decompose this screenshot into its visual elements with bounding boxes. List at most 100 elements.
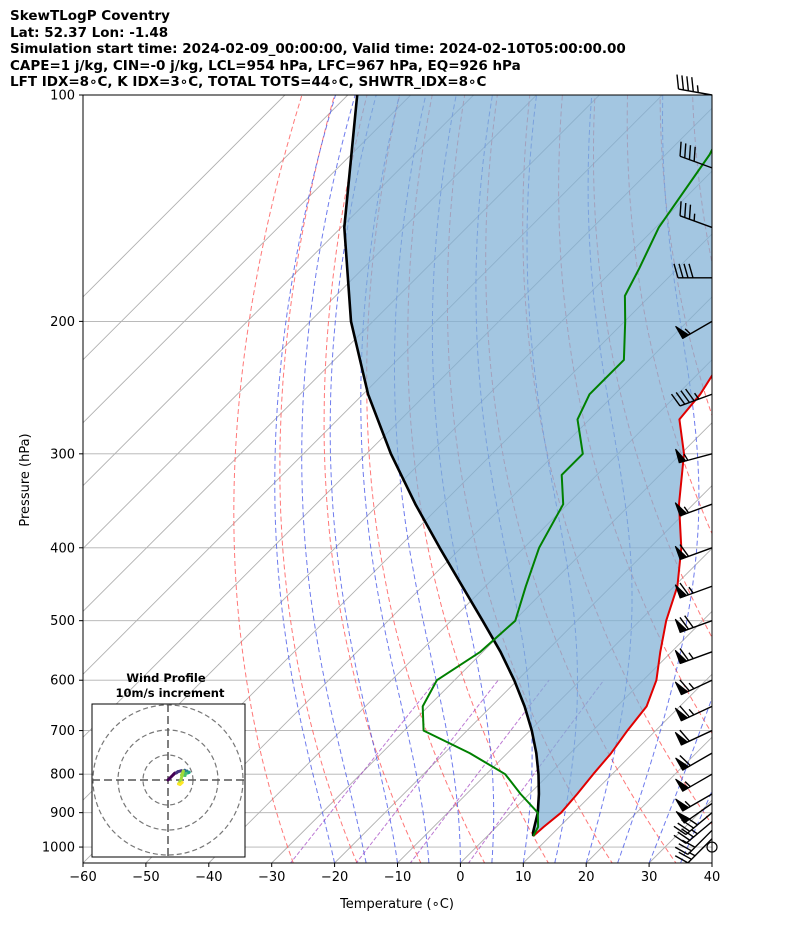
barb-staff (678, 88, 713, 96)
barb-half (688, 682, 695, 690)
x-tick-label: −40 (195, 870, 222, 885)
barb-full (674, 846, 689, 855)
barb-half (683, 453, 689, 461)
y-tick-label: 600 (50, 674, 75, 689)
barb-full (693, 146, 696, 162)
x-tick-label: −30 (258, 870, 285, 885)
barb-flag (675, 798, 690, 812)
chart-title: SkewTLogP Coventry (10, 8, 170, 24)
wind-barb (674, 729, 713, 746)
y-tick-label: 1000 (42, 841, 75, 856)
barb-full (678, 851, 692, 860)
time-line: Simulation start time: 2024-02-09_00:00:… (10, 41, 626, 57)
barb-flag (674, 649, 688, 665)
x-tick-label: −60 (69, 870, 96, 885)
barb-flag (674, 545, 688, 561)
barb-full (679, 141, 682, 157)
x-tick-label: 40 (704, 870, 721, 885)
barb-full (684, 202, 687, 218)
wind-barb (675, 802, 713, 824)
wind-barb (674, 829, 713, 855)
index-line: LFT IDX=8∘C, K IDX=3∘C, TOTAL TOTS=44∘C,… (10, 74, 487, 90)
barb-full (673, 263, 679, 278)
y-tick-label: 400 (50, 541, 75, 556)
barb-full (679, 544, 690, 557)
moist-adiabat (329, 95, 398, 863)
wind-barb (675, 448, 713, 464)
x-tick-label: −50 (132, 870, 159, 885)
wind-barbs-layer (670, 74, 718, 864)
dry-adiabat (279, 95, 358, 863)
barb-full (685, 388, 695, 402)
x-tick-label: −10 (384, 870, 411, 885)
moist-adiabat (617, 95, 700, 863)
y-tick-label: 900 (50, 806, 75, 821)
barb-full (679, 679, 690, 692)
isotherm-line (711, 862, 712, 863)
barb-half (693, 213, 696, 221)
chart-title-block: SkewTLogP Coventry Lat: 52.37 Lon: -1.48… (10, 8, 626, 91)
wind-barb (675, 773, 713, 792)
moist-adiabat (648, 696, 712, 863)
wind-barb (675, 793, 713, 812)
y-tick-label: 300 (50, 447, 75, 462)
axes-layer: −60 −50 −40 −30 −20 −10 0 10 20 30 40 1000 900 800 700… (42, 89, 720, 886)
wind-barb (675, 752, 713, 771)
y-tick-label: 800 (50, 768, 75, 783)
wind-barb (674, 679, 713, 696)
barb-half (684, 781, 691, 788)
location-line: Lat: 52.37 Lon: -1.48 (10, 24, 169, 41)
barb-full (683, 263, 689, 278)
isotherm-line (83, 95, 286, 298)
barb-half (688, 652, 694, 660)
barb-full (679, 648, 690, 661)
barb-flag (674, 707, 689, 722)
mixing-ratio-line (289, 679, 437, 863)
x-tick-label: 10 (515, 870, 532, 885)
barb-full (679, 201, 682, 216)
barb-flag (675, 325, 690, 340)
barb-half (684, 328, 691, 335)
dry-adiabat (758, 95, 794, 878)
barb-full (677, 831, 691, 841)
barb-half (688, 708, 695, 716)
isotherm-line (522, 673, 712, 863)
isotherm-line (334, 484, 712, 863)
x-tick-label: 0 (456, 870, 464, 885)
dewpoint-line (421, 147, 712, 837)
cape-fill-layer (344, 95, 712, 837)
dry-adiabat (725, 95, 794, 878)
barb-staff (687, 838, 713, 864)
cape-line: CAPE=1 j/kg, CIN=-0 j/kg, LCL=954 hPa, L… (10, 57, 521, 74)
barb-flag (675, 811, 691, 824)
y-tick-label: 100 (50, 89, 75, 104)
barb-flag (675, 448, 687, 464)
barb-staff (679, 155, 713, 169)
barb-full (684, 615, 694, 628)
wind-barb (675, 320, 713, 340)
isotherm-line (83, 95, 412, 424)
barb-full (688, 204, 692, 220)
barb-flag (674, 502, 688, 517)
barb-full (673, 825, 687, 836)
x-axis-label: Temperature (∘C) (339, 897, 454, 912)
y-tick-label: 500 (50, 614, 75, 629)
barb-full (681, 75, 685, 91)
y-tick-label: 700 (50, 724, 75, 739)
wind-barb (670, 388, 713, 407)
dry-adiabat (790, 95, 794, 878)
wind-barb (676, 74, 713, 96)
barb-full (678, 843, 692, 852)
barb-full (675, 391, 686, 405)
cape-fill-area (344, 95, 712, 837)
barb-half (696, 85, 699, 93)
barb-flag (675, 757, 690, 771)
isotherm-line (83, 95, 349, 361)
temperature-line (532, 373, 712, 837)
barb-full (679, 754, 691, 767)
barb-full (677, 822, 691, 832)
moist-adiabat (360, 95, 430, 863)
x-tick-label: 20 (578, 870, 595, 885)
barb-full (673, 834, 687, 845)
